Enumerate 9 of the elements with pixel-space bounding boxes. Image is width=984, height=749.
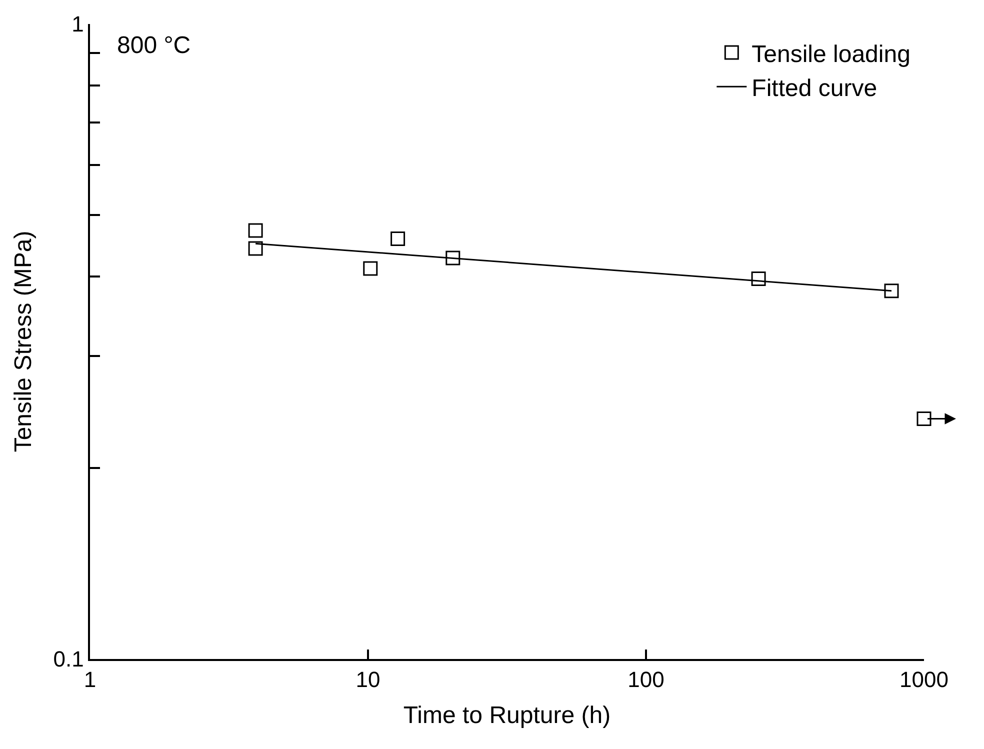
x-tick-label: 100 bbox=[628, 667, 664, 692]
x-tick-label: 10 bbox=[356, 667, 380, 692]
legend-label: Tensile loading bbox=[752, 40, 910, 68]
x-tick-label: 1000 bbox=[900, 667, 948, 692]
legend-label: Fitted curve bbox=[752, 75, 878, 102]
y-tick-label: 0.1 bbox=[53, 646, 84, 672]
x-axis-title: Time to Rupture (h) bbox=[403, 702, 611, 729]
annotation: 800 °C bbox=[117, 32, 191, 59]
y-axis-title: Tensile Stress (MPa) bbox=[10, 230, 37, 452]
